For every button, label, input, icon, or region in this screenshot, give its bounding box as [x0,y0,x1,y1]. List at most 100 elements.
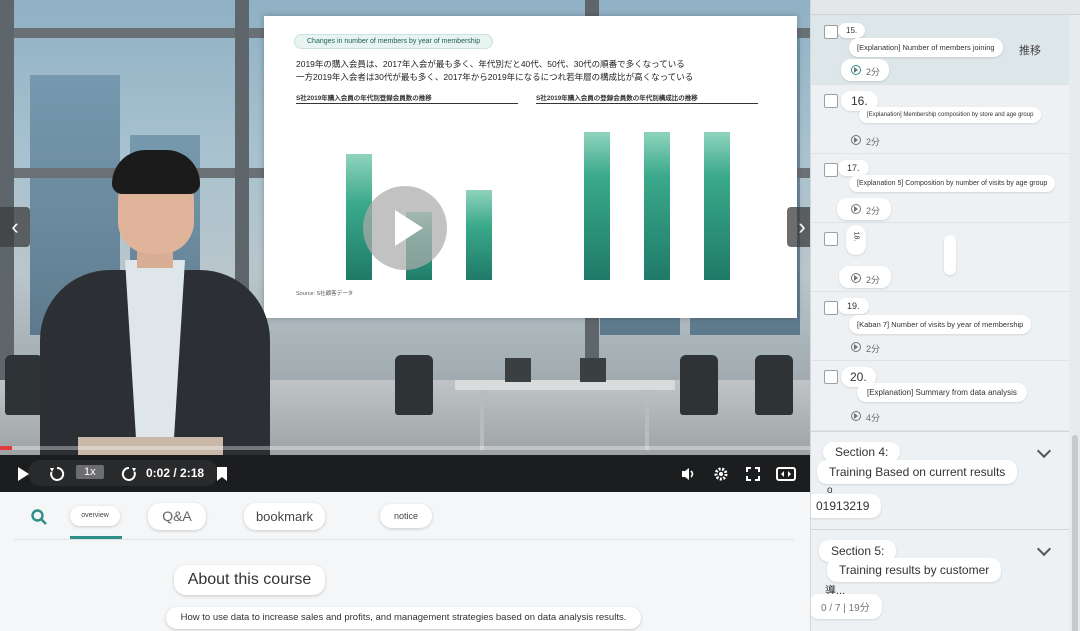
previous-lecture-button[interactable]: ‹ [0,207,30,247]
chevron-down-icon[interactable] [1036,443,1052,459]
theater-icon[interactable] [774,455,798,492]
tab-bookmark[interactable]: bookmark [244,503,325,530]
video-player[interactable]: Changes in number of members by year of … [0,0,810,492]
lesson-duration: 2分 [866,137,881,147]
lesson-number: 17. [838,160,869,176]
chart-bar [466,190,492,280]
play-circle-icon [851,411,861,421]
table-leg [480,390,484,450]
lesson-duration-pill [841,59,889,81]
play-icon[interactable] [12,455,34,492]
bookmark-icon[interactable] [212,455,232,492]
lesson-checkbox[interactable] [824,163,838,177]
next-lecture-button[interactable]: › [787,207,810,247]
presenter-hair [112,150,200,194]
course-content-sidebar: 15. [Explanation] Number of members join… [810,0,1080,631]
progress-bar[interactable] [0,446,810,450]
presenter-shirt [125,260,185,455]
lesson-checkbox[interactable] [824,232,838,246]
lesson-number: 16. [841,91,878,111]
lesson-item-16[interactable]: 16. [Explanation] Membership composition… [811,85,1069,154]
fullscreen-icon[interactable] [742,455,764,492]
tab-notice[interactable]: notice [380,504,432,528]
office-chair [5,355,43,415]
lesson-title: [Explanation] Membership composition by … [859,107,1042,123]
lesson-title: [Explanation] Number of members joining [849,38,1003,57]
office-chair [755,355,793,415]
player-controls: 1x 0:02 / 2:18 [0,455,810,492]
lesson-title: [Kaban 7] Number of visits by year of me… [849,315,1032,334]
lesson-item-20[interactable]: 20. [Explanation] Summary from data anal… [811,361,1069,431]
play-icon [395,210,423,246]
course-description: How to use data to increase sales and pr… [166,607,641,629]
lesson-duration: 4分 [866,413,881,423]
section-meta: 0 / 7 | 19分 [811,594,882,619]
section-title: Training results by customer [827,558,1002,582]
video-frame: Changes in number of members by year of … [0,0,810,455]
playback-speed-button[interactable]: 1x [76,465,104,479]
tab-divider [14,539,794,540]
lesson-checkbox[interactable] [824,370,838,384]
tab-qa[interactable]: Q&A [148,503,206,530]
play-overlay-button[interactable] [363,186,447,270]
chart-bar [584,132,610,280]
section-5-header[interactable]: Section 5: Training results by customer … [811,529,1069,631]
forward-icon[interactable] [118,455,140,492]
section-label: Section 4: [823,442,901,462]
section-meta: 01913219 [811,494,882,518]
lesson-duration-pill [837,198,891,220]
lesson-title: [Explanation 5] Composition by number of… [849,175,1056,192]
section-extra: o [827,485,833,496]
slide-left-chart-title: S社2019年購入会員の年代別登録会員数の推移 [296,92,518,104]
progress-fill [0,446,13,450]
slide-right-chart [554,120,754,280]
tab-overview[interactable]: overview [70,506,120,526]
settings-icon[interactable] [710,455,732,492]
lesson-number: 15. [838,23,866,38]
section-title: Training Based on current results [817,460,1018,484]
office-table [455,380,675,390]
scrollbar-thumb[interactable] [1072,435,1078,631]
section-4-header[interactable]: Section 4: Training Based on current res… [811,431,1069,529]
about-course-heading: About this course [174,565,325,595]
slide-caption: Changes in number of members by year of … [294,34,494,49]
laptop [580,358,606,382]
lesson-number: 18. [852,231,860,242]
play-circle-icon [851,135,861,145]
sidebar-header [811,0,1080,15]
play-circle-icon [851,342,861,352]
lesson-title: [Explanation] Summary from data analysis [857,383,1027,402]
search-icon[interactable] [30,508,48,526]
volume-icon[interactable] [678,455,700,492]
section-label: Section 5: [819,540,897,562]
play-circle-icon [851,273,861,283]
lesson-item-17[interactable]: 17. [Explanation 5] Composition by numbe… [811,154,1069,223]
replay-icon[interactable] [46,455,68,492]
chevron-down-icon[interactable] [1036,541,1052,557]
lesson-number-pill [846,225,866,255]
lesson-checkbox[interactable] [824,25,838,39]
play-circle-icon [851,65,861,75]
lesson-checkbox[interactable] [824,301,838,315]
lesson-item-19[interactable]: 19. [Kaban 7] Number of visits by year o… [811,292,1069,361]
play-circle-icon [851,204,861,214]
lesson-number: 19. [838,298,869,314]
presenter [40,150,270,455]
lesson-title-tail: 推移 [1019,45,1041,57]
lesson-duration-pill [839,266,891,288]
sidebar-scrollbar[interactable] [1069,15,1080,631]
chart-bar [704,132,730,280]
lesson-item-15[interactable]: 15. [Explanation] Number of members join… [811,15,1069,85]
lesson-title-pill [944,235,956,275]
lesson-item-18[interactable]: 18. 2分 [811,223,1069,292]
presentation-slide: Changes in number of members by year of … [264,16,797,318]
slide-text-line: 2019年の購入会員は、2017年入会が最も多く、年代別だと40代、50代、30… [296,59,685,69]
slide-text-line: 一方2019年入会者は30代が最も多く、2017年から2019年になるにつれ若年… [296,72,694,82]
slide-right-chart-title: S社2019年購入会員の登録会員数の年代別構成比の推移 [536,92,758,104]
lesson-checkbox[interactable] [824,94,838,108]
office-chair [395,355,433,415]
time-display: 0:02 / 2:18 [146,466,205,480]
desk [78,437,223,455]
lesson-duration: 2分 [866,344,881,354]
